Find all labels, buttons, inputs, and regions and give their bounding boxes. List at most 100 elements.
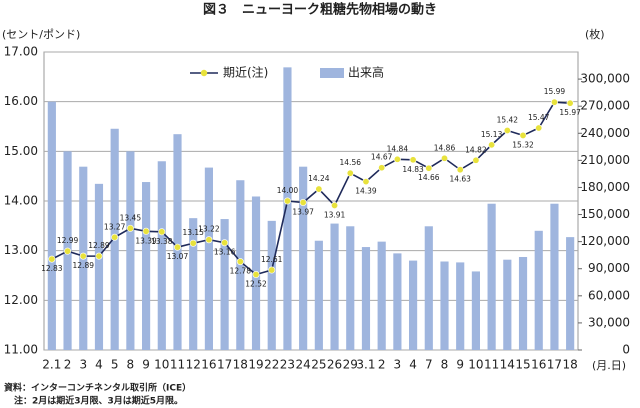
marker [425, 164, 433, 172]
bar [299, 166, 308, 350]
bar [440, 261, 449, 350]
data-label: 14.00 [277, 186, 299, 195]
x-tick-label: 11 [484, 358, 499, 372]
data-label: 14.86 [434, 143, 456, 152]
y2-tick-label: 0 [622, 343, 630, 357]
x-tick-label: 3 [79, 358, 87, 372]
marker [268, 266, 276, 274]
bar [94, 183, 104, 350]
bar [393, 253, 402, 350]
x-tick-label: 24 [296, 358, 311, 372]
x-tick-label: 2 [378, 358, 386, 372]
marker [566, 99, 574, 107]
y2-axis-label: (枚) [585, 27, 605, 41]
y2-tick-label: 60,000 [588, 288, 630, 302]
marker [205, 236, 213, 244]
x-tick-label: 11 [170, 358, 185, 372]
bar [220, 219, 229, 350]
data-label: 14.39 [355, 187, 377, 196]
marker [142, 227, 150, 235]
bar [487, 203, 496, 350]
bar [157, 161, 166, 350]
bar [204, 167, 213, 350]
marker [346, 169, 354, 177]
legend-swatch [320, 68, 344, 78]
source: 資料：インターコンチネンタル取引所（ICE） [4, 382, 191, 394]
marker [79, 252, 87, 260]
x-tick-label: 23 [280, 358, 295, 372]
marker [189, 239, 197, 247]
x-tick-label: 10 [468, 358, 483, 372]
x-tick-label: 26 [327, 358, 342, 372]
x-tick-label: 8 [441, 358, 449, 372]
data-label: 13.38 [151, 237, 173, 246]
bar [503, 259, 512, 350]
bar [550, 203, 559, 350]
x-tick-label: 14 [500, 358, 515, 372]
marker [283, 197, 291, 205]
bar [283, 67, 292, 351]
price-line [51, 101, 571, 276]
x-tick-label: 3.1 [356, 358, 375, 372]
data-label: 12.99 [57, 236, 79, 245]
marker [221, 239, 229, 247]
y2-tick-label: 300,000 [580, 72, 630, 86]
marker [362, 178, 370, 186]
bar [173, 134, 182, 350]
data-label: 13.91 [324, 210, 346, 219]
marker [409, 156, 417, 164]
x-tick-label: 25 [311, 358, 326, 372]
data-label: 14.63 [449, 175, 471, 184]
x-tick-label: 9 [456, 358, 464, 372]
data-label: 14.66 [418, 173, 440, 182]
data-label: 12.52 [245, 280, 267, 289]
data-label: 15.13 [481, 130, 503, 139]
bar [361, 247, 371, 350]
x-tick-label: 9 [142, 358, 150, 372]
bar [518, 256, 528, 350]
bar [47, 101, 56, 351]
legend-label: 出来高 [348, 65, 384, 80]
bar [126, 151, 135, 350]
bar [189, 218, 198, 350]
marker [126, 224, 134, 232]
marker [48, 255, 56, 263]
marker [299, 198, 307, 206]
y-tick-label: 12.00 [4, 293, 38, 307]
y-tick-label: 11.00 [4, 343, 38, 357]
marker [252, 271, 260, 279]
marker [550, 98, 558, 106]
bar [236, 180, 245, 350]
data-label: 13.39 [135, 236, 157, 245]
marker [95, 252, 103, 260]
y2-tick-label: 90,000 [588, 261, 630, 275]
x-tick-label: 5 [111, 358, 119, 372]
y2-tick-label: 180,000 [580, 180, 630, 194]
bar [330, 223, 339, 350]
marker [64, 247, 72, 255]
x-tick-label: 18 [233, 358, 248, 372]
y-tick-label: 15.00 [4, 144, 38, 158]
data-label: 14.56 [340, 158, 362, 167]
x-tick-label: 16 [531, 358, 546, 372]
data-label: 15.97 [559, 108, 581, 117]
marker [456, 166, 464, 174]
x-tick-label: 8 [127, 358, 135, 372]
marker [315, 185, 323, 193]
bar [534, 230, 543, 350]
chart-title: 図３ ニューヨーク粗糖先物相場の動き [203, 2, 437, 18]
data-label: 14.84 [387, 144, 409, 153]
x-tick-label: 19 [248, 358, 263, 372]
y2-tick-label: 150,000 [580, 207, 630, 221]
data-label: 13.07 [167, 252, 189, 261]
data-label: 12.78 [230, 267, 252, 276]
data-label: 13.45 [120, 213, 142, 222]
bar [142, 182, 151, 350]
x-tick-label: 10 [154, 358, 169, 372]
x-tick-label: 17 [217, 358, 232, 372]
y2-tick-label: 240,000 [580, 126, 630, 140]
marker [378, 164, 386, 172]
y2-tick-label: 210,000 [580, 153, 630, 167]
bar [267, 220, 276, 350]
